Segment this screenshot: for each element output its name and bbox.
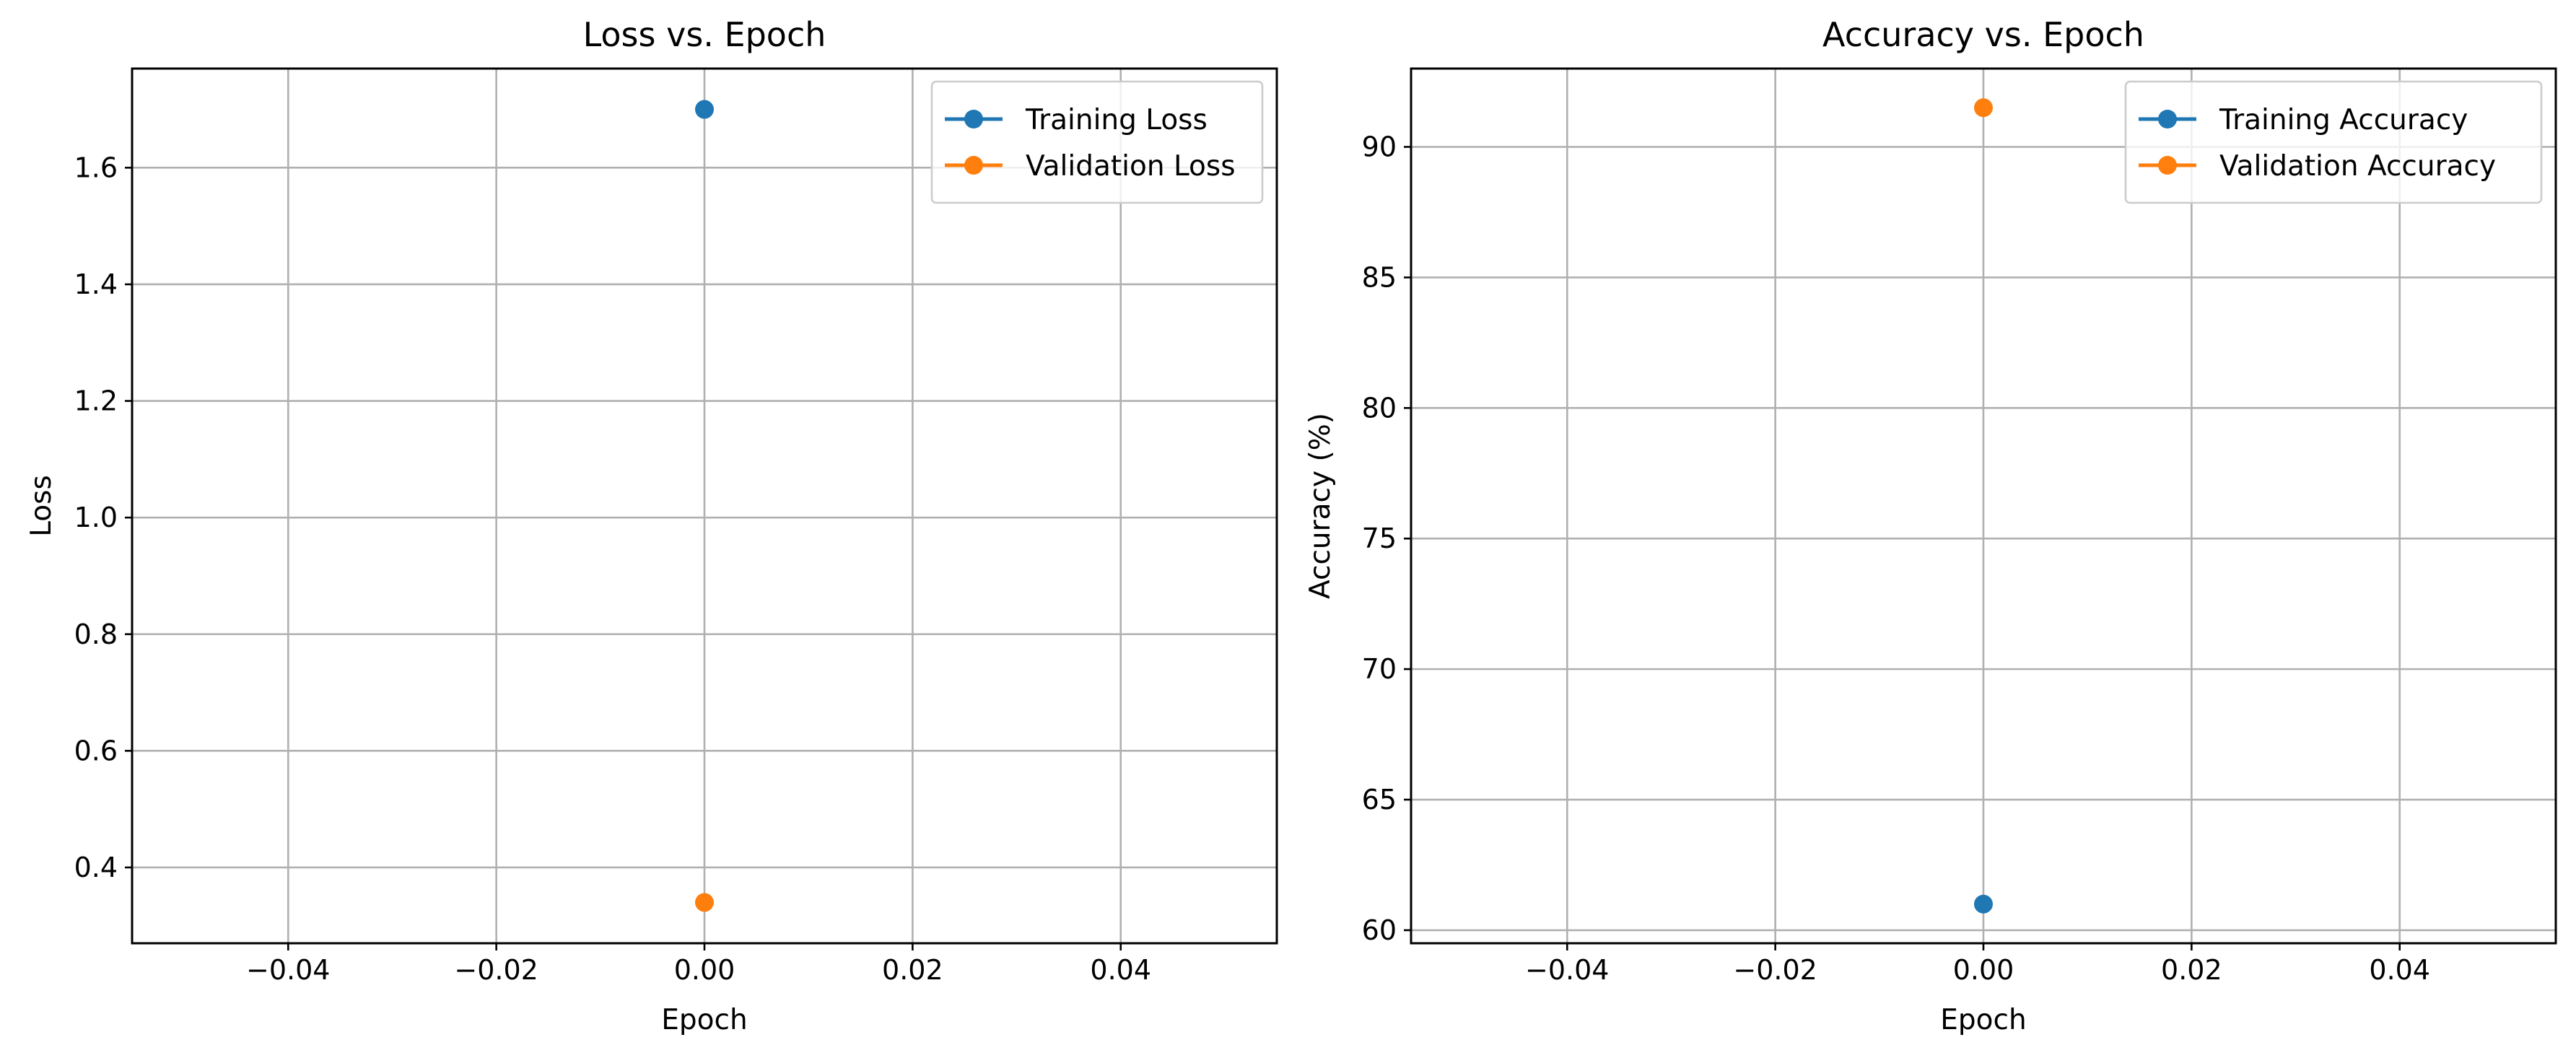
loss-x-tick-label: −0.04	[246, 954, 330, 986]
accuracy-x-axis-label: Epoch	[1940, 1004, 2026, 1036]
loss-data-point-0	[695, 100, 714, 119]
accuracy-y-tick-label: 75	[1362, 523, 1397, 554]
loss-y-tick-label: 1.4	[74, 268, 118, 300]
loss-y-tick-label: 0.8	[74, 618, 118, 650]
accuracy-y-tick-label: 90	[1362, 131, 1397, 163]
loss-y-tick-label: 1.6	[74, 152, 118, 183]
accuracy-legend-label: Validation Accuracy	[2219, 150, 2496, 183]
loss-x-tick-label: 0.00	[674, 954, 735, 986]
accuracy-data-point-0	[1974, 894, 1993, 914]
accuracy-y-tick-label: 65	[1362, 784, 1397, 816]
accuracy-y-tick-label: 70	[1362, 653, 1397, 685]
loss-y-tick-label: 0.4	[74, 852, 118, 883]
accuracy-data-point-1	[1974, 98, 1993, 118]
loss-chart-title: Loss vs. Epoch	[583, 15, 826, 54]
loss-chart-panel: Loss vs. Epoch −0.04 −0.02 0.00 0.02 0.04 0.4…	[25, 15, 1278, 1036]
loss-y-tick-label: 1.2	[74, 385, 118, 417]
accuracy-x-tick-label: 0.02	[2161, 954, 2222, 986]
accuracy-y-axis-label: Accuracy (%)	[1304, 413, 1337, 599]
accuracy-x-tick-label: 0.00	[1953, 954, 2014, 986]
accuracy-chart-title: Accuracy vs. Epoch	[1822, 15, 2144, 54]
loss-x-axis-label: Epoch	[661, 1004, 747, 1036]
loss-legend-marker	[964, 156, 983, 175]
accuracy-x-tick-label: −0.04	[1525, 954, 1609, 986]
loss-x-tick-label: −0.02	[454, 954, 538, 986]
loss-data-point-1	[695, 893, 714, 912]
accuracy-legend-label: Training Accuracy	[2219, 104, 2468, 136]
loss-y-tick-label: 1.0	[74, 502, 118, 533]
loss-legend-marker	[964, 110, 983, 128]
loss-y-axis-label: Loss	[25, 475, 58, 537]
accuracy-x-tick-label: 0.04	[2369, 954, 2430, 986]
accuracy-x-tick-label: −0.02	[1733, 954, 1817, 986]
loss-legend-label: Validation Loss	[1026, 150, 1236, 183]
loss-legend-box	[930, 80, 1264, 204]
loss-x-tick-label: 0.02	[882, 954, 943, 986]
accuracy-legend-box	[2124, 80, 2543, 204]
accuracy-legend-marker	[2158, 156, 2177, 175]
loss-x-tick-label: 0.04	[1090, 954, 1151, 986]
accuracy-legend: Training Accuracy Validation Accuracy	[2124, 80, 2543, 204]
loss-y-tick-label: 0.6	[74, 735, 118, 766]
loss-legend-label: Training Loss	[1025, 104, 1208, 136]
loss-legend: Training Loss Validation Loss	[930, 80, 1264, 204]
accuracy-legend-marker	[2158, 110, 2177, 128]
accuracy-y-tick-label: 60	[1362, 914, 1397, 946]
accuracy-y-tick-label: 80	[1362, 392, 1397, 424]
accuracy-chart-panel: Accuracy vs. Epoch −0.04 −0.02 0.00 0.02 0.0…	[1304, 15, 2557, 1036]
accuracy-y-tick-label: 85	[1362, 261, 1397, 293]
